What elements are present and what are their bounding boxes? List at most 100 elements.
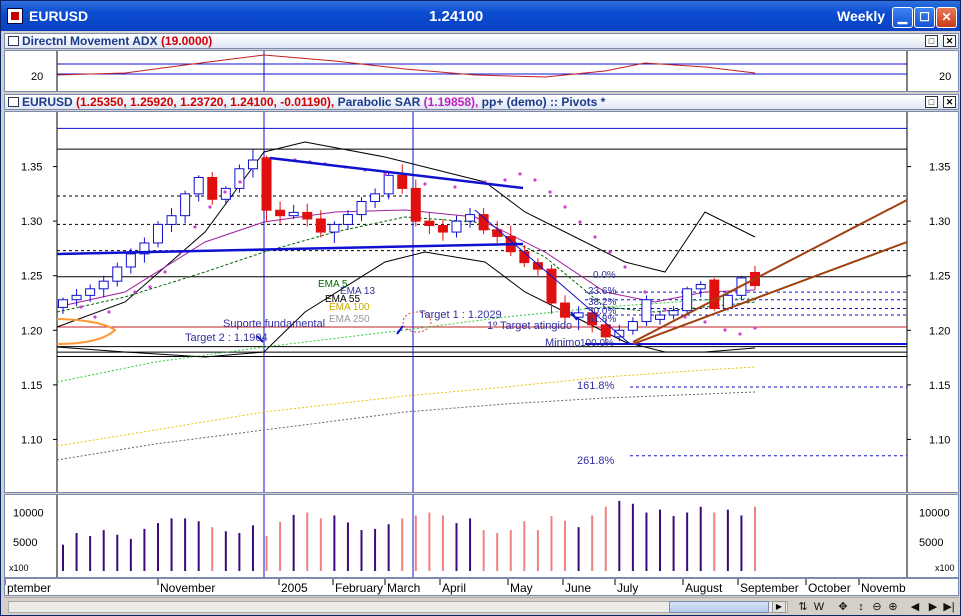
scroll-track[interactable] [8, 601, 788, 613]
channel-lower-line [632, 241, 908, 345]
y-tick-label-left: 1.10 [21, 434, 42, 446]
pane-restore-button[interactable]: □ [925, 96, 938, 108]
title-bar[interactable]: EURUSD 1.24100 Weekly ▁ ☐ ✕ [1, 1, 960, 31]
candle-body [315, 218, 326, 233]
sar-dot [383, 172, 387, 176]
y-tick-label-left: 1.35 [21, 162, 42, 174]
adx-title: Directnl Movement ADX [22, 34, 158, 48]
prev-icon[interactable]: ◀ [910, 601, 920, 613]
candle-body [709, 279, 720, 309]
app-icon[interactable] [7, 8, 23, 24]
candle-body [614, 329, 625, 338]
ema-long-line [56, 391, 756, 461]
y-tick-label-right: 1.30 [929, 216, 950, 228]
sar-dot [578, 220, 582, 224]
adx-line [56, 54, 756, 78]
candle-body [546, 268, 557, 304]
time-axis-label: February [335, 581, 383, 595]
time-axis-label: March [387, 581, 420, 595]
sar-label: Parabolic SAR [337, 95, 421, 109]
candle-body [370, 193, 381, 202]
time-axis-label: Novemb [861, 581, 906, 595]
sar-dot [563, 205, 567, 209]
candle-body [220, 187, 231, 200]
target1-ellipse [402, 311, 432, 333]
fib-label-0: 0.0% [593, 270, 616, 281]
fib-anchor-line [474, 209, 631, 345]
expand-tool-icon[interactable]: ↕ [858, 601, 864, 613]
sar-dot [223, 190, 227, 194]
y-tick-label-right: 1.20 [929, 325, 950, 337]
week-tool-icon[interactable]: W [813, 601, 825, 613]
time-axis-label: May [510, 581, 533, 595]
volume-multiplier-left: x100 [9, 563, 29, 573]
fib-label-2618: 261.8% [577, 455, 615, 467]
play-icon[interactable]: ▶ [928, 601, 938, 613]
close-button[interactable]: ✕ [936, 7, 957, 28]
time-axis-label: July [617, 581, 638, 595]
window-title: EURUSD [29, 8, 89, 24]
annotation-target-atingido: 1º Target atingido [487, 320, 572, 332]
time-axis-label: October [808, 581, 851, 595]
time-axis-label: August [685, 581, 723, 595]
candle-body [58, 299, 68, 308]
highlight-arc [56, 318, 117, 345]
time-axis-svg: ptember November 2005 February March April May… [5, 579, 906, 595]
candle-body [451, 220, 462, 233]
pane-close-button[interactable]: ✕ [943, 35, 956, 47]
sar-dot [423, 182, 427, 186]
lower-band-line [56, 251, 756, 358]
y-tick-label-left: 1.30 [21, 216, 42, 228]
candle-body [655, 314, 666, 320]
candle-body [275, 209, 286, 217]
sar-dot [163, 270, 167, 274]
adx-pane-header[interactable]: Directnl Movement ADX (19.0000) □ ✕ [4, 33, 959, 49]
adx-chart: 20 20 [31, 51, 951, 91]
zoom-in-icon[interactable]: ⊕ [888, 601, 898, 613]
candle-body [600, 324, 611, 338]
price-pane[interactable]: 1.35 1.35 1.30 1.30 1.25 1.25 1.20 1.20 1.15 1.15… [4, 111, 959, 493]
zoom-tool-icon[interactable]: ⇅ [798, 601, 808, 613]
candle-body [397, 174, 408, 189]
sar-dot [238, 180, 242, 184]
y-tick-label-right: 1.15 [929, 380, 950, 392]
zoom-out-icon[interactable]: ⊖ [872, 601, 882, 613]
price-pane-header[interactable]: EURUSD (1.25350, 1.25920, 1.23720, 1.241… [4, 94, 959, 110]
adx-pane[interactable]: 20 20 [4, 50, 959, 92]
candle-body [437, 225, 448, 233]
candle-body [98, 280, 109, 290]
sar-dot [148, 285, 152, 289]
channel-upper-line [632, 199, 908, 343]
scroll-thumb[interactable] [669, 601, 769, 613]
sar-dot [623, 265, 627, 269]
candle-body [519, 251, 530, 264]
candle-body [85, 288, 96, 296]
candle-body [261, 157, 272, 211]
candle-body [560, 302, 571, 318]
sar-dot [93, 315, 97, 319]
pane-restore-button[interactable]: □ [925, 35, 938, 47]
pane-close-button[interactable]: ✕ [943, 96, 956, 108]
label-ema100: EMA 100 [329, 302, 370, 313]
horizontal-scrollbar[interactable]: ▶ ⇅ W ✥ ↕ ⊖ ⊕ ◀ ▶ ▶| [4, 597, 959, 615]
candle-body [207, 176, 218, 200]
sar-dot [548, 190, 552, 194]
candle-body [682, 288, 693, 312]
end-icon[interactable]: ▶| [943, 601, 955, 613]
arrow-target2 [256, 335, 264, 343]
minimize-button[interactable]: ▁ [892, 7, 913, 28]
candle-body [478, 214, 489, 231]
maximize-button[interactable]: ☐ [914, 7, 935, 28]
sar-dot [193, 225, 197, 229]
candle-body [193, 176, 204, 195]
scroll-right-arrow[interactable]: ▶ [772, 601, 786, 613]
resistance-trendline [269, 156, 524, 190]
candle-body [492, 229, 503, 237]
y-tick-label-left: 1.25 [21, 271, 42, 283]
volume-pane[interactable]: x100 x100 10000 10000 5000 5000 [4, 494, 959, 578]
move-tool-icon[interactable]: ✥ [838, 601, 848, 613]
y-tick-label-left: 1.20 [21, 325, 42, 337]
candle-body [424, 220, 435, 227]
volume-chart: x100 x100 10000 10000 5000 5000 [9, 495, 955, 577]
